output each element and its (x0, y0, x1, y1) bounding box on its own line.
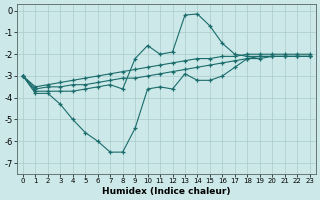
X-axis label: Humidex (Indice chaleur): Humidex (Indice chaleur) (102, 187, 230, 196)
